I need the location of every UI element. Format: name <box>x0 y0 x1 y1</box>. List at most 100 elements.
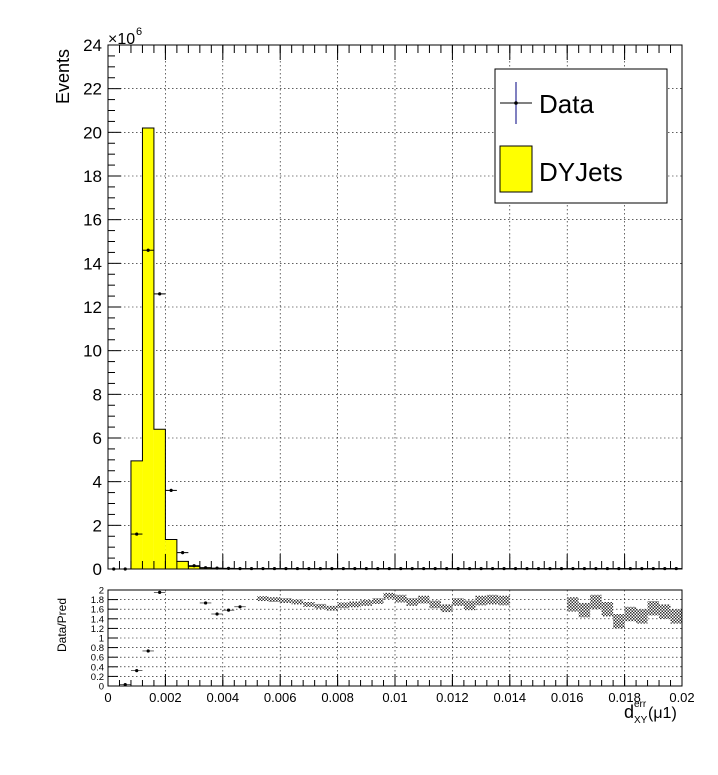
ratio-band-box <box>475 595 487 606</box>
ratio-band-box <box>578 602 591 618</box>
y-exponent-power: 6 <box>136 26 142 38</box>
ratio-x-axis: 0 0.002 0.004 0.006 0.008 0.01 0.012 0.014 0.016… <box>104 674 695 705</box>
ratio-point <box>215 612 219 616</box>
data-point <box>169 488 173 492</box>
main-x-axis <box>107 45 683 569</box>
ratio-y-tick-label: 0.8 <box>91 643 104 654</box>
y-exponent-base: ×10 <box>108 31 135 48</box>
ratio-y-tick-label: 1.8 <box>91 595 104 606</box>
ratio-point <box>238 605 242 609</box>
ratio-band-box <box>406 598 418 606</box>
main-y-tick-label: 0 <box>93 560 102 579</box>
ratio-point <box>123 682 127 687</box>
ratio-band-box <box>659 604 671 619</box>
ratio-band-box <box>303 602 315 607</box>
ratio-x-tick-label: 0.004 <box>207 690 240 705</box>
x-axis-title-subscript: XY <box>634 715 648 726</box>
ratio-point <box>146 649 150 653</box>
ratio-y-axis: 00.20.40.60.811.21.41.61.82 <box>91 586 118 693</box>
ratio-x-tick-label: 0.01 <box>382 690 407 705</box>
ratio-y-axis-title: Data/Pred <box>55 598 69 652</box>
main-y-tick-label: 8 <box>93 385 102 404</box>
ratio-band-box <box>613 614 625 629</box>
ratio-x-tick-label: 0.006 <box>264 690 297 705</box>
ratio-x-tick-label: 0.008 <box>321 690 354 705</box>
x-axis-title: d err XY (μ1) <box>624 699 677 726</box>
ratio-band-box <box>417 595 430 604</box>
ratio-y-tick-label: 0.2 <box>91 672 104 683</box>
ratio-band-box <box>360 600 373 606</box>
data-point <box>203 566 208 570</box>
ratio-y-tick-label: 2 <box>99 586 104 597</box>
ratio-band-box <box>670 609 682 624</box>
ratio-band-box <box>257 596 269 602</box>
data-point <box>192 564 196 568</box>
x-axis-title-superscript: err <box>634 699 647 710</box>
data-point <box>181 551 185 555</box>
dyjets-bar <box>165 539 177 569</box>
data-point <box>146 248 150 252</box>
ratio-point <box>158 590 162 595</box>
ratio-y-tick-label: 1.6 <box>91 605 104 616</box>
ratio-band-box <box>268 597 281 602</box>
main-y-tick-label: 16 <box>83 211 102 230</box>
ratio-band-box <box>291 599 304 605</box>
dyjets-legend-icon <box>499 145 533 193</box>
ratio-points <box>119 590 246 687</box>
ratio-y-tick-label: 0 <box>99 682 104 693</box>
ratio-band-box <box>452 598 464 606</box>
ratio-x-tick-label: 0.016 <box>551 690 584 705</box>
ratio-y-tick-label: 1.2 <box>91 624 104 635</box>
main-y-axis-title: Events <box>53 49 73 104</box>
ratio-band-box <box>567 597 579 612</box>
ratio-band-box <box>636 609 648 624</box>
legend-label-dyjets: DYJets <box>539 157 623 187</box>
ratio-band <box>257 592 682 629</box>
main-y-tick-label: 12 <box>83 298 102 317</box>
ratio-y-tick-label: 0.4 <box>91 662 104 673</box>
main-y-tick-label: 2 <box>93 516 102 535</box>
dyjets-bar <box>130 460 143 569</box>
main-y-tick-label: 14 <box>83 254 102 273</box>
ratio-band-box <box>601 602 614 617</box>
dyjets-bar <box>153 429 166 569</box>
ratio-band-box <box>590 594 602 610</box>
y-exponent-label: ×10 6 <box>108 26 142 48</box>
main-y-tick-label: 22 <box>83 80 102 99</box>
main-y-tick-label: 24 <box>83 36 102 55</box>
ratio-y-tick-label: 1.4 <box>91 614 104 625</box>
ratio-band-box <box>337 602 350 609</box>
ratio-band-box <box>395 594 407 603</box>
main-y-tick-label: 18 <box>83 167 102 186</box>
ratio-band-box <box>280 598 292 603</box>
ratio-band-box <box>463 600 476 611</box>
ratio-x-tick-label: 0.02 <box>669 690 694 705</box>
ratio-band-box <box>383 592 395 599</box>
ratio-y-tick-label: 0.6 <box>91 653 104 664</box>
x-axis-title-tail: (μ1) <box>648 705 677 722</box>
ratio-band-box <box>349 601 361 608</box>
ratio-x-tick-label: 0 <box>104 690 111 705</box>
x-axis-title-main: d <box>624 702 634 722</box>
ratio-point <box>226 608 231 612</box>
dyjets-bar <box>188 566 200 569</box>
ratio-band-box <box>498 595 510 606</box>
ratio-x-tick-label: 0.012 <box>436 690 469 705</box>
legend-label-data: Data <box>539 89 594 119</box>
data-legend-icon <box>500 82 532 124</box>
ratio-panel: 00.20.40.60.811.21.41.61.82 0 0.002 0.004 0… <box>55 586 695 727</box>
dyjets-bar <box>176 561 189 569</box>
main-y-tick-label: 10 <box>83 342 102 361</box>
ratio-point <box>203 601 208 605</box>
ratio-y-tick-label: 1 <box>99 634 104 645</box>
ratio-band-box <box>326 605 338 611</box>
ratio-grid <box>108 590 682 686</box>
data-point <box>158 292 162 296</box>
legend: Data DYJets <box>494 68 668 204</box>
dyjets-bar <box>142 127 154 569</box>
ratio-band-box <box>624 606 637 622</box>
ratio-band-box <box>486 594 499 605</box>
main-y-tick-label: 4 <box>93 473 102 492</box>
